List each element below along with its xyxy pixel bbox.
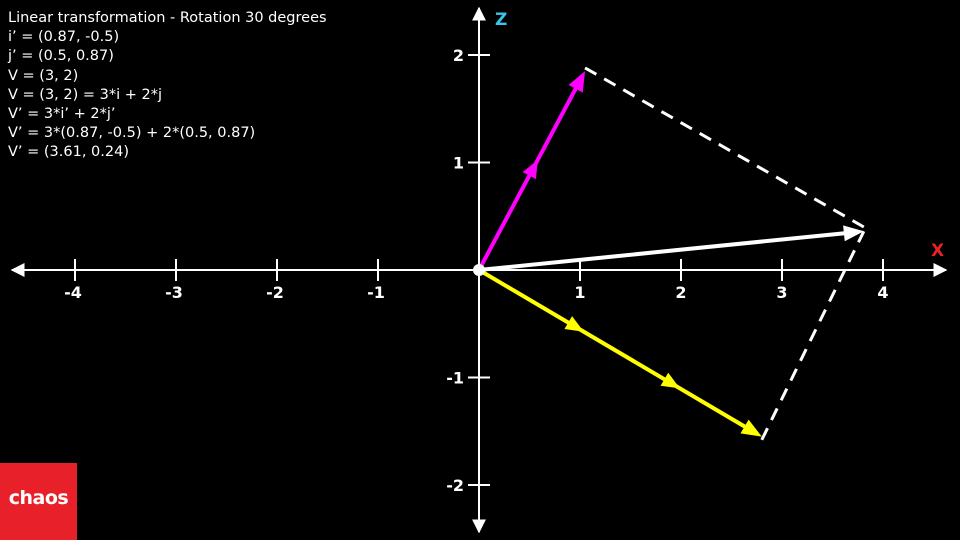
i-prime-vector-shaft xyxy=(477,268,748,430)
x-tick-label: -3 xyxy=(165,283,183,302)
i-prime-vector-direction-arrow xyxy=(564,316,584,332)
dashed-line-top xyxy=(584,66,865,229)
x-tick-label: -1 xyxy=(367,283,385,302)
x-tick-label: -4 xyxy=(64,283,82,302)
dashed-line-bottom xyxy=(760,230,866,441)
origin-dot xyxy=(473,264,485,276)
z-tick-label: -1 xyxy=(446,369,464,388)
info-line-i-prime: i’ = (0.87, -0.5) xyxy=(8,29,120,46)
v-prime-vector-head xyxy=(843,225,864,242)
info-line-v: V = (3, 2) xyxy=(8,67,79,84)
x-tick-label: 3 xyxy=(776,283,787,302)
dashed-parallelogram-lines xyxy=(584,66,866,441)
axes: -4 -3 -2 -1 1 2 3 4 2 1 -1 -2 xyxy=(10,6,948,534)
info-line-v-prime-substituted: V’ = 3*(0.87, -0.5) + 2*(0.5, 0.87) xyxy=(8,125,256,142)
chaos-logo: chaos xyxy=(0,463,77,540)
j-prime-vector-direction-arrow xyxy=(522,159,538,180)
v-prime-vector-shaft xyxy=(478,231,847,272)
z-axis-label: Z xyxy=(495,10,507,30)
x-tick-label: -2 xyxy=(266,283,284,302)
i-prime-vector-direction-arrow xyxy=(660,372,680,389)
j-prime-vector-head xyxy=(568,71,586,93)
logo-text: chaos xyxy=(8,487,69,509)
info-line-title: Linear transformation - Rotation 30 degr… xyxy=(8,10,327,26)
z-tick-label: 1 xyxy=(453,154,464,173)
info-line-v-prime-formula: V’ = 3*i’ + 2*j’ xyxy=(8,106,116,123)
j-prime-vector-shaft xyxy=(477,86,579,271)
z-tick-label: -2 xyxy=(446,476,464,495)
x-tick-label: 4 xyxy=(877,283,888,302)
info-line-v-prime-result: V’ = (3.61, 0.24) xyxy=(8,144,129,161)
info-line-v-decomposed: V = (3, 2) = 3*i + 2*j xyxy=(8,86,163,103)
info-panel: Linear transformation - Rotation 30 degr… xyxy=(8,9,327,163)
z-tick-label: 2 xyxy=(453,46,464,65)
x-axis-label: X xyxy=(931,241,944,261)
x-tick-label: 1 xyxy=(574,283,585,302)
vectors xyxy=(473,71,864,437)
x-tick-label: 2 xyxy=(675,283,686,302)
i-prime-vector-head xyxy=(740,419,762,437)
info-line-j-prime: j’ = (0.5, 0.87) xyxy=(8,48,114,65)
